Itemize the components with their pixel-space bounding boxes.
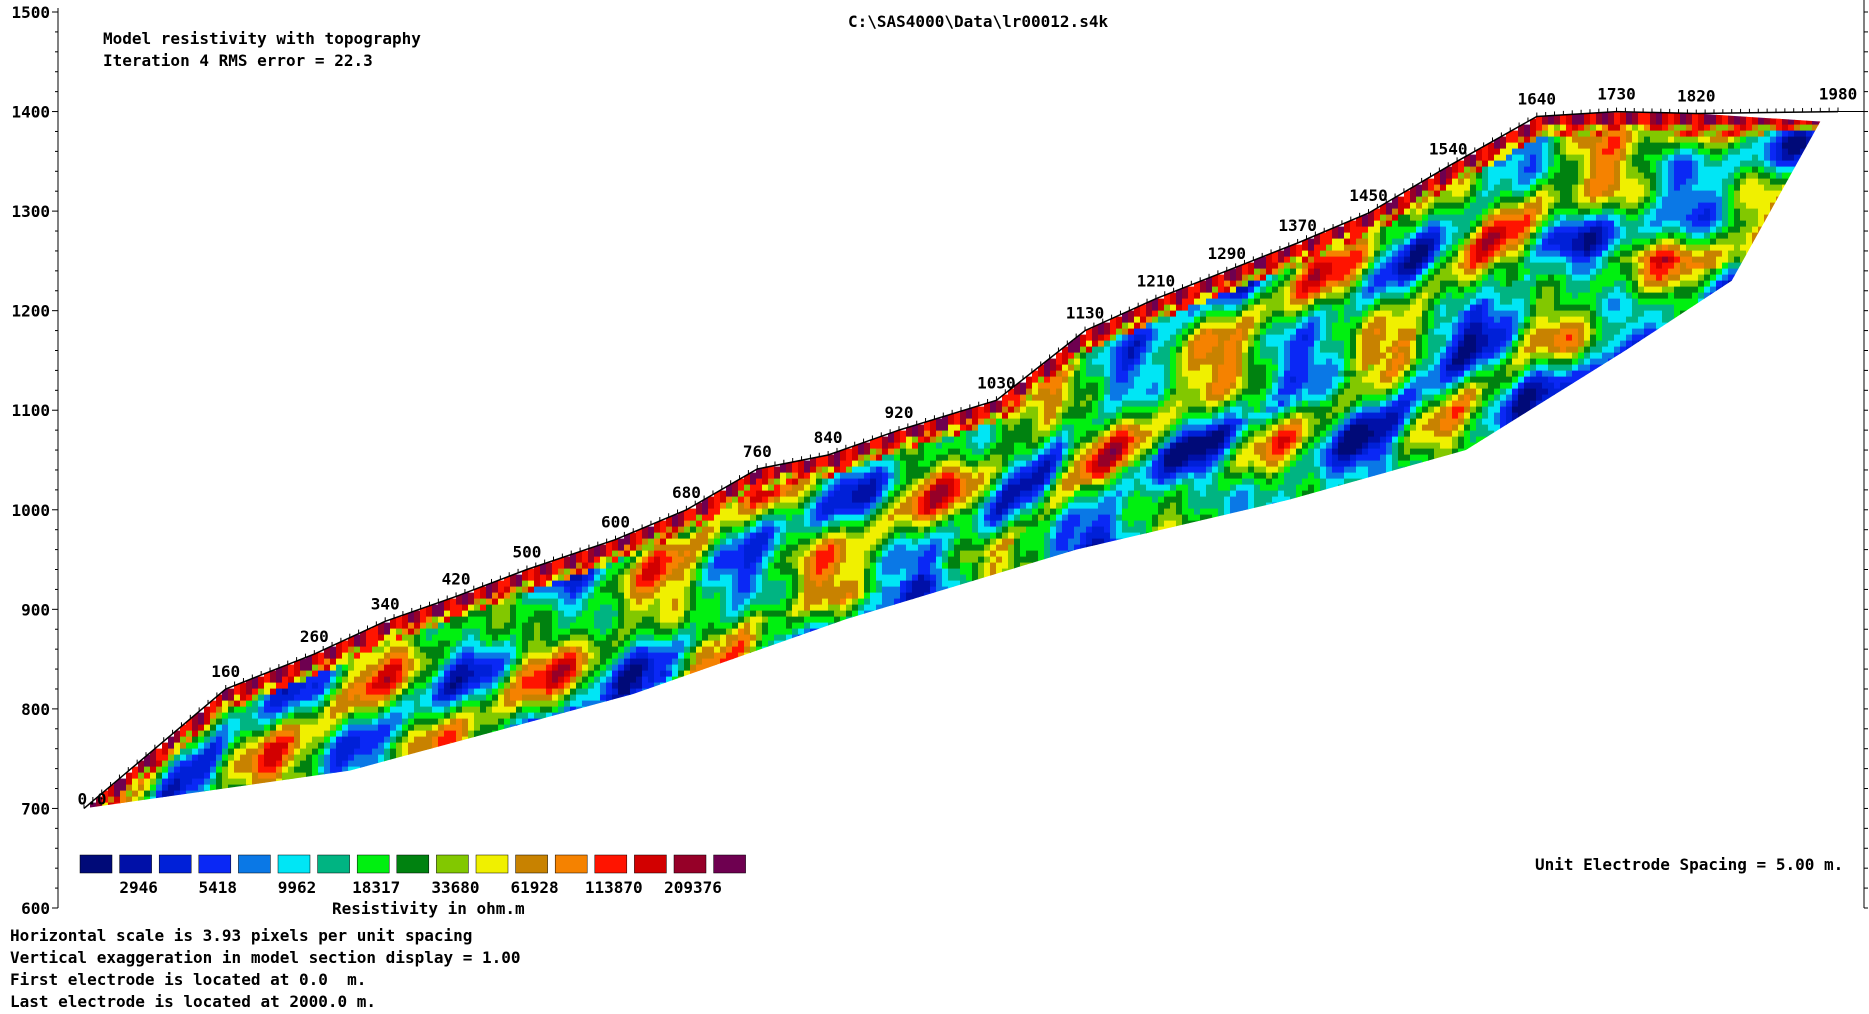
colorscale-swatch bbox=[238, 855, 270, 873]
colorscale-swatch bbox=[714, 855, 746, 873]
surface-label: 760 bbox=[743, 442, 772, 461]
colorscale-swatch bbox=[357, 855, 389, 873]
colorscale-swatch bbox=[397, 855, 429, 873]
surface-label: 1540 bbox=[1429, 139, 1468, 158]
note-vertical-exaggeration: Vertical exaggeration in model section d… bbox=[10, 950, 521, 966]
colorscale-tick-label: 113870 bbox=[585, 878, 643, 897]
surface-label: 1980 bbox=[1819, 85, 1858, 104]
surface-label: 1640 bbox=[1518, 90, 1557, 109]
colorscale-swatch bbox=[674, 855, 706, 873]
y-tick-label: 1500 bbox=[11, 3, 50, 22]
right-frame-line bbox=[1820, 0, 1868, 908]
y-tick-label: 700 bbox=[21, 799, 50, 818]
surface-label: 1210 bbox=[1137, 272, 1176, 291]
electrode-spacing-note: Unit Electrode Spacing = 5.00 m. bbox=[1535, 857, 1843, 873]
colorscale-swatch bbox=[516, 855, 548, 873]
colorscale-swatch bbox=[436, 855, 468, 873]
note-first-electrode: First electrode is located at 0.0 m. bbox=[10, 972, 366, 988]
surface-label: 680 bbox=[672, 483, 701, 502]
colorscale-label: Resistivity in ohm.m bbox=[332, 901, 525, 917]
colorscale-legend: 2946 5418 9962 18317 33680 61928 113870 209376 bbox=[80, 855, 746, 897]
surface-label: 500 bbox=[512, 543, 541, 562]
colorscale-swatch bbox=[555, 855, 587, 873]
surface-label: 340 bbox=[371, 594, 400, 613]
colorscale-tick-label: 61928 bbox=[511, 878, 559, 897]
chart-subtitle: Iteration 4 RMS error = 22.3 bbox=[103, 53, 373, 69]
surface-label: 0.0 bbox=[78, 789, 107, 808]
surface-label: 840 bbox=[814, 428, 843, 447]
colorscale-swatch bbox=[159, 855, 191, 873]
colorscale-tick-label: 9962 bbox=[278, 878, 317, 897]
y-axis: 1500 1400 1300 1200 1100 1000 900 800 700 600 bbox=[11, 3, 58, 918]
surface-label: 260 bbox=[300, 627, 329, 646]
surface-label: 1030 bbox=[977, 373, 1016, 392]
colorscale-swatch bbox=[476, 855, 508, 873]
colorscale-swatch bbox=[595, 855, 627, 873]
surface-label: 1820 bbox=[1677, 87, 1716, 106]
colorscale-tick-label: 18317 bbox=[352, 878, 400, 897]
colorscale-swatch bbox=[199, 855, 231, 873]
chart-title: Model resistivity with topography bbox=[103, 31, 421, 47]
y-tick-label: 1300 bbox=[11, 202, 50, 221]
y-tick-label: 1200 bbox=[11, 302, 50, 321]
y-tick-label: 900 bbox=[21, 600, 50, 619]
surface-label: 920 bbox=[885, 403, 914, 422]
surface-label: 1130 bbox=[1066, 304, 1105, 323]
y-tick-label: 600 bbox=[21, 899, 50, 918]
surface-label: 1370 bbox=[1278, 216, 1317, 235]
y-tick-label: 800 bbox=[21, 700, 50, 719]
colorscale-tick-label: 209376 bbox=[664, 878, 722, 897]
colorscale-tick-label: 5418 bbox=[199, 878, 238, 897]
model-section bbox=[84, 113, 1831, 816]
surface-label: 1290 bbox=[1208, 244, 1247, 263]
colorscale-tick-label: 2946 bbox=[119, 878, 158, 897]
surface-label: 160 bbox=[211, 662, 240, 681]
note-horizontal-scale: Horizontal scale is 3.93 pixels per unit… bbox=[10, 928, 472, 944]
surface-label: 1730 bbox=[1597, 85, 1636, 104]
colorscale-swatch bbox=[120, 855, 152, 873]
colorscale-tick-label: 33680 bbox=[431, 878, 479, 897]
y-tick-label: 1100 bbox=[11, 401, 50, 420]
colorscale-swatch bbox=[318, 855, 350, 873]
surface-label: 1450 bbox=[1349, 186, 1388, 205]
y-tick-label: 1000 bbox=[11, 501, 50, 520]
file-path: C:\SAS4000\Data\lr00012.s4k bbox=[848, 14, 1108, 30]
colorscale-swatch bbox=[80, 855, 112, 873]
y-tick-label: 1400 bbox=[11, 103, 50, 122]
colorscale-swatch bbox=[634, 855, 666, 873]
colorscale-swatch bbox=[278, 855, 310, 873]
surface-label: 600 bbox=[601, 513, 630, 532]
note-last-electrode: Last electrode is located at 2000.0 m. bbox=[10, 994, 376, 1010]
surface-label: 420 bbox=[442, 569, 471, 588]
